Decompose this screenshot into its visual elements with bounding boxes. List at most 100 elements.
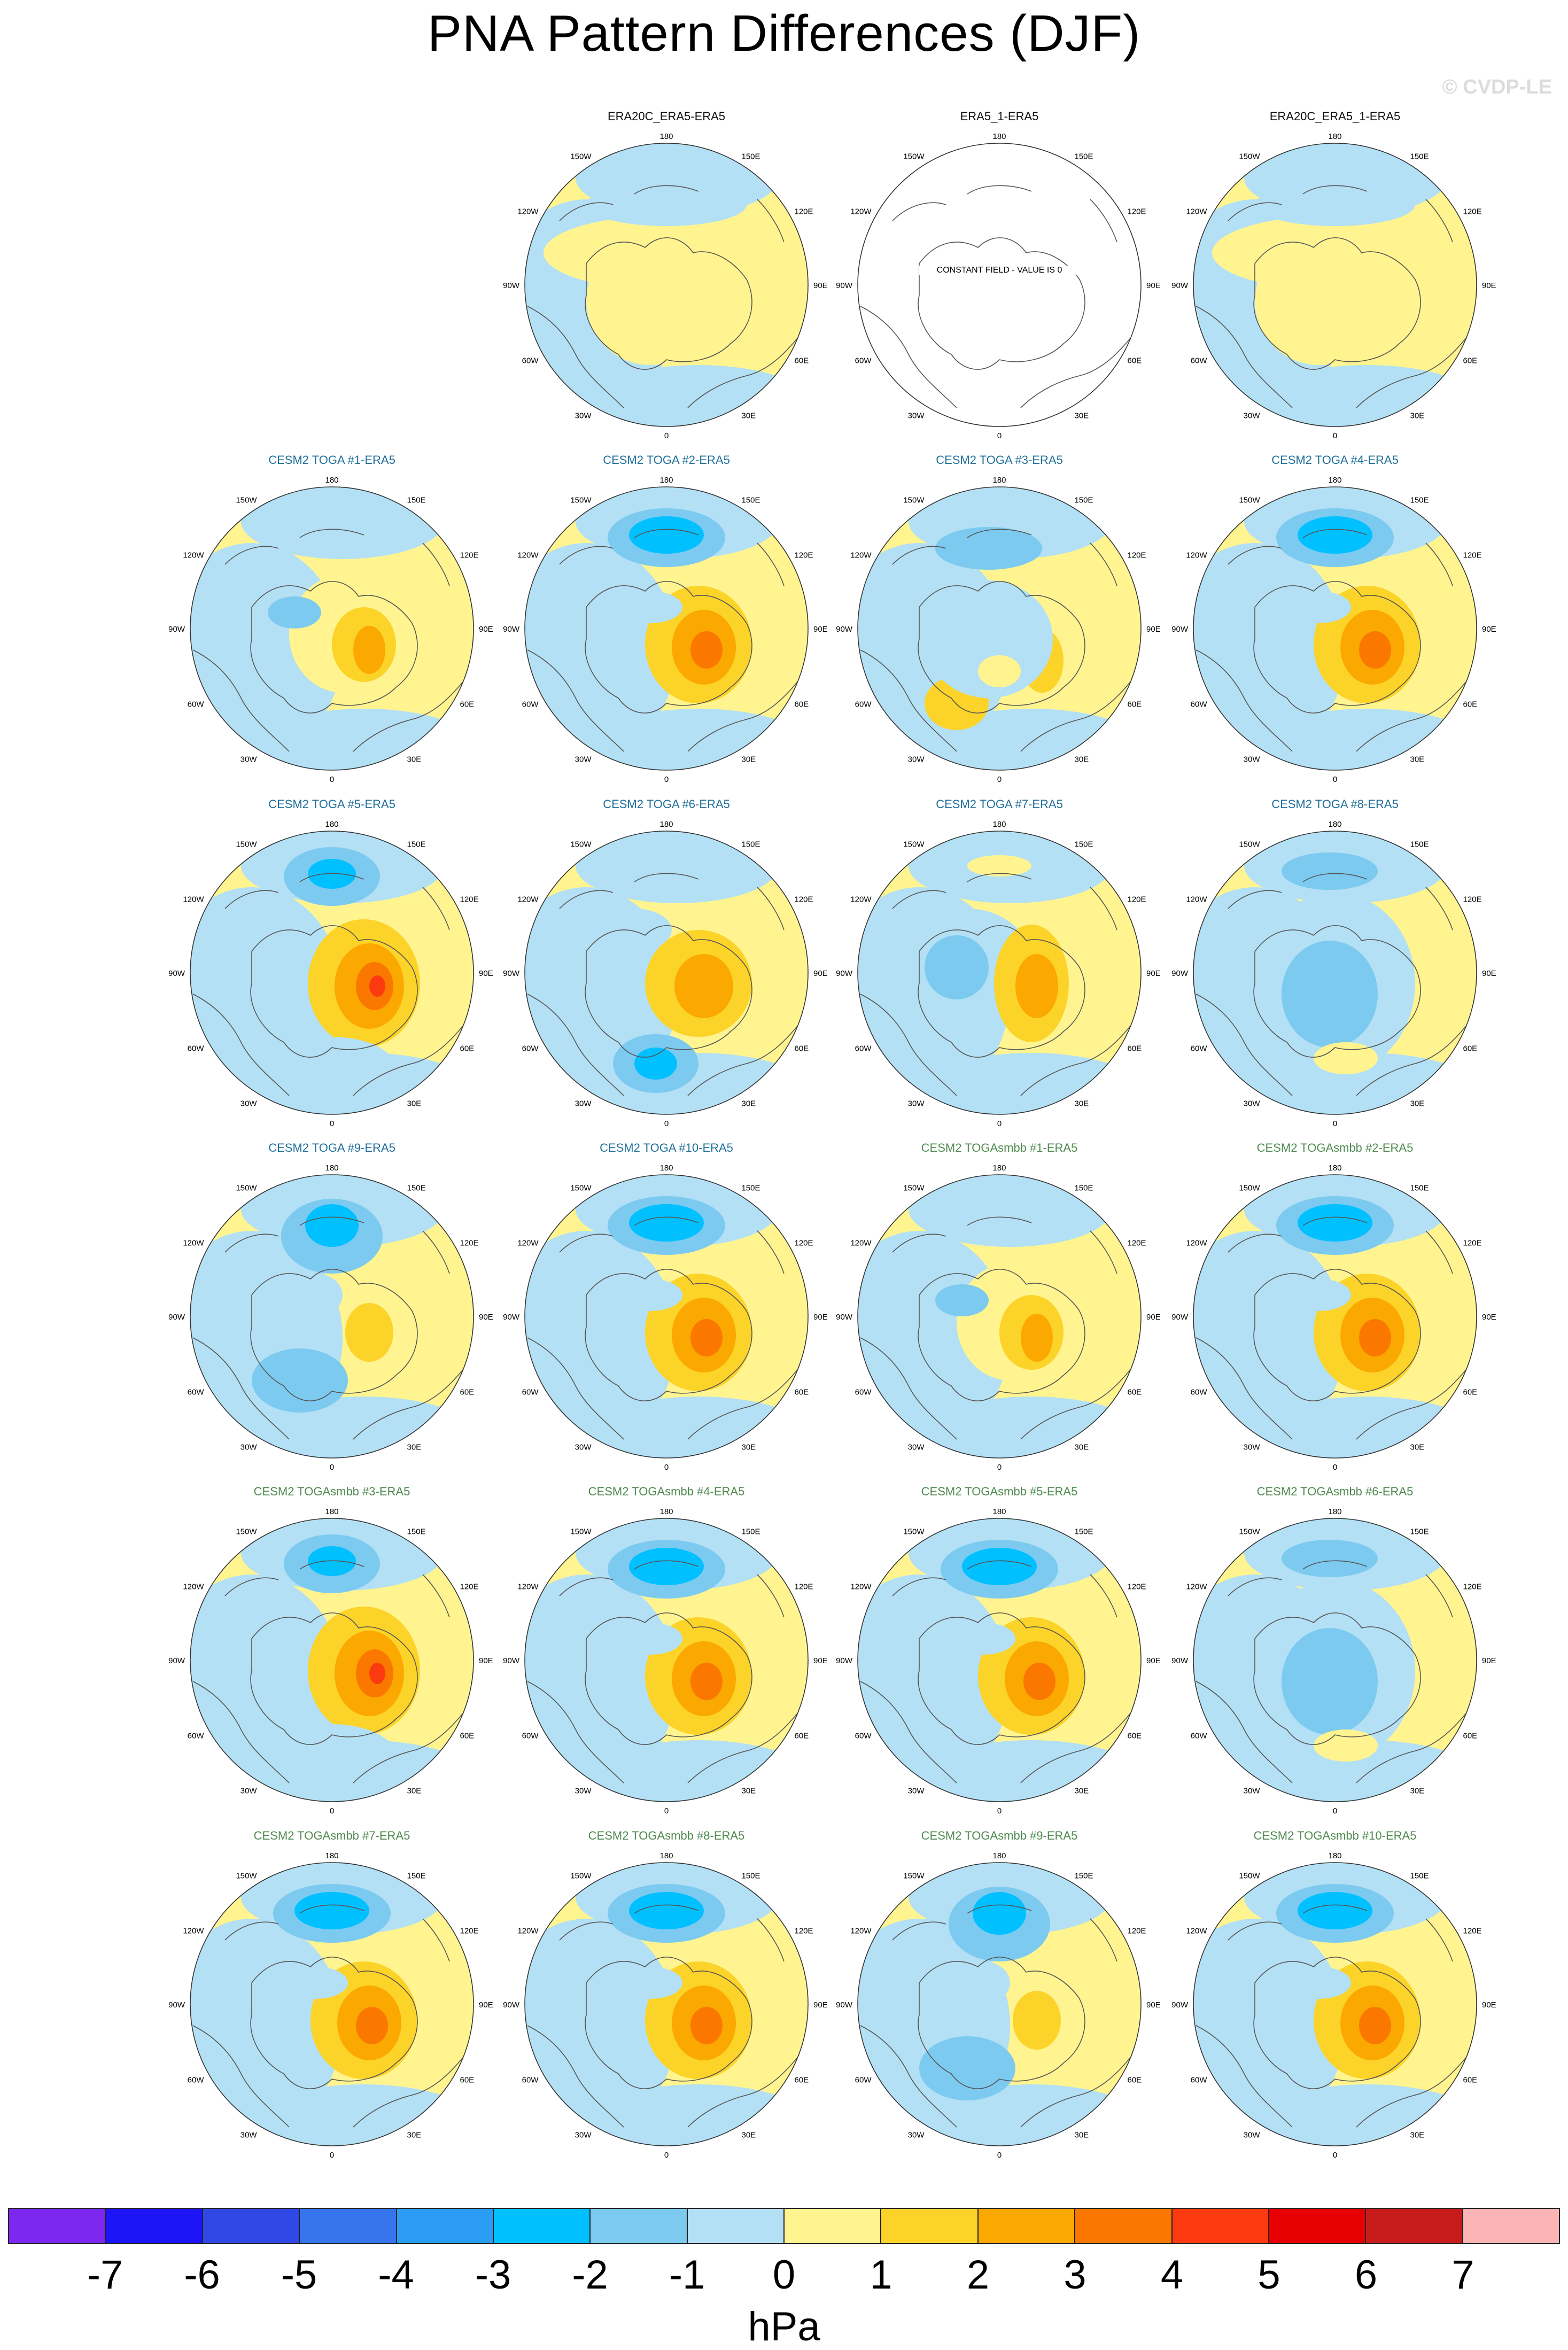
longitude-label: 90W [168, 969, 185, 978]
polar-map: 180 0 90W 90E 150W 150E 120W 120E 60W 60E 30W 30E [503, 1507, 828, 1816]
coastline [1020, 1369, 1131, 1440]
longitude-label: 60E [1463, 2076, 1477, 2085]
panel-title: CESM2 TOGA #5-ERA5 [268, 797, 395, 811]
longitude-label: 30E [1075, 411, 1089, 420]
coastline [1196, 306, 1293, 408]
longitude-label: 90E [813, 2000, 828, 2010]
longitude-label: 120E [1463, 1583, 1481, 1592]
pressure-anomaly-contour [967, 855, 1031, 877]
longitude-label: 30E [1075, 2130, 1089, 2139]
longitude-label: 90W [503, 281, 520, 290]
panel-title: CESM2 TOGAsmbb #9-ERA5 [921, 1829, 1078, 1842]
longitude-label: 30W [240, 1099, 258, 1108]
colorbar-swatch [395, 2209, 493, 2243]
coastline [1356, 1026, 1466, 1096]
coastline [1090, 1574, 1117, 1618]
longitude-label: 90E [1146, 625, 1161, 634]
map-panel: CESM2 TOGA #10-ERA5 180 0 90W 90E 150W 150E 120… [501, 1141, 832, 1485]
longitude-label: 60E [1463, 356, 1477, 366]
coastline [892, 546, 946, 565]
coastline [559, 1577, 614, 1596]
longitude-label: 120E [794, 895, 813, 904]
longitude-label: 30W [240, 2130, 258, 2139]
coastline [1425, 1918, 1453, 1962]
colorbar-unit: hPa [748, 2304, 820, 2349]
colorbar-swatch [1462, 2209, 1559, 2243]
longitude-label: 150E [1075, 1872, 1093, 1881]
coastline [585, 1957, 752, 2089]
colorbar-swatch [492, 2209, 590, 2243]
figure-title: PNA Pattern Differences (DJF) [427, 5, 1141, 62]
coastline [1090, 1918, 1117, 1962]
panel-title: CESM2 TOGAsmbb #8-ERA5 [588, 1829, 745, 1842]
map-panel: CESM2 TOGAsmbb #1-ERA5 180 0 90W 90E 150W 150E… [834, 1141, 1165, 1485]
longitude-label: 180 [325, 1507, 338, 1516]
map-panel: CESM2 TOGA #1-ERA5 180 0 90W 90E 150W 150E 120W… [166, 453, 498, 797]
longitude-label: 150E [742, 1527, 760, 1537]
longitude-label: 30W [575, 2130, 592, 2139]
coastline [757, 1574, 785, 1618]
coastline [687, 1369, 798, 1440]
pressure-anomaly-contour [289, 1274, 343, 1316]
longitude-label: 90W [1171, 1656, 1189, 1665]
coastline [634, 529, 699, 538]
colorbar-tick-label: 2 [966, 2252, 990, 2298]
longitude-label: 120W [517, 207, 539, 216]
longitude-label: 60W [855, 1732, 872, 1741]
longitude-label: 0 [1333, 431, 1337, 440]
map-panel: CESM2 TOGA #9-ERA5 180 0 90W 90E 150W 150E 120W… [166, 1141, 498, 1485]
longitude-label: 120E [1127, 1239, 1146, 1248]
coastline [224, 546, 279, 565]
longitude-label: 60E [1127, 1044, 1142, 1053]
longitude-label: 90E [1482, 625, 1496, 634]
coastline [1228, 1921, 1282, 1941]
coastline [757, 542, 785, 586]
coastline [224, 890, 279, 909]
longitude-label: 90E [1146, 1313, 1161, 1322]
polar-map: 180 0 90W 90E 150W 150E 120W 120E 60W 60E 30W 30E [1171, 1851, 1496, 2160]
longitude-label: 180 [1328, 1164, 1341, 1173]
coastline [1425, 1574, 1453, 1618]
longitude-label: 90E [813, 625, 828, 634]
colorbar-swatch [1074, 2209, 1171, 2243]
panel-title: CESM2 TOGA #4-ERA5 [1271, 453, 1399, 467]
longitude-label: 90E [479, 969, 493, 978]
longitude-label: 120W [850, 1927, 872, 1936]
longitude-label: 150E [407, 1527, 426, 1537]
coastline [299, 1560, 364, 1570]
coastline [918, 1612, 1085, 1745]
longitude-label: 120W [1186, 1927, 1207, 1936]
coastline [1196, 2025, 1293, 2128]
coastline [892, 1234, 946, 1253]
pressure-anomaly-contour [353, 626, 385, 674]
panel-title: CESM2 TOGAsmbb #7-ERA5 [253, 1829, 410, 1842]
coastline [1356, 1713, 1466, 1783]
longitude-label: 150E [407, 496, 426, 505]
longitude-label: 120W [850, 551, 872, 560]
colorbar-swatch [1365, 2209, 1462, 2243]
longitude-label: 120W [517, 1583, 539, 1592]
pressure-anomaly-contour [690, 2007, 723, 2044]
coastline [1253, 925, 1421, 1058]
longitude-label: 180 [659, 820, 673, 829]
coastline [918, 925, 1085, 1058]
polar-map: 180 0 90W 90E 150W 150E 120W 120E 60W 60E 30W 30E [168, 820, 493, 1128]
longitude-label: 60W [1191, 356, 1208, 366]
pressure-anomaly-contour [1021, 1314, 1053, 1362]
longitude-label: 180 [992, 1164, 1006, 1173]
longitude-label: 30W [240, 755, 258, 764]
longitude-label: 120W [1186, 895, 1207, 904]
longitude-label: 120E [1127, 1583, 1146, 1592]
map-panel: CESM2 TOGAsmbb #8-ERA5 180 0 90W 90E 150W 150E… [501, 1829, 832, 2173]
pressure-anomaly-contour [356, 2007, 388, 2044]
pressure-anomaly-contour [618, 1967, 682, 1999]
longitude-label: 120W [850, 207, 872, 216]
colorbar-swatch [201, 2209, 299, 2243]
longitude-label: 90W [503, 1313, 520, 1322]
constant-field-label: CONSTANT FIELD - VALUE IS 0 [919, 266, 1080, 275]
panel-title: CESM2 TOGAsmbb #1-ERA5 [921, 1141, 1078, 1154]
longitude-label: 180 [659, 476, 673, 485]
pressure-anomaly-contour [305, 1204, 359, 1247]
longitude-label: 90E [1482, 1313, 1496, 1322]
longitude-label: 30W [1244, 1442, 1261, 1452]
